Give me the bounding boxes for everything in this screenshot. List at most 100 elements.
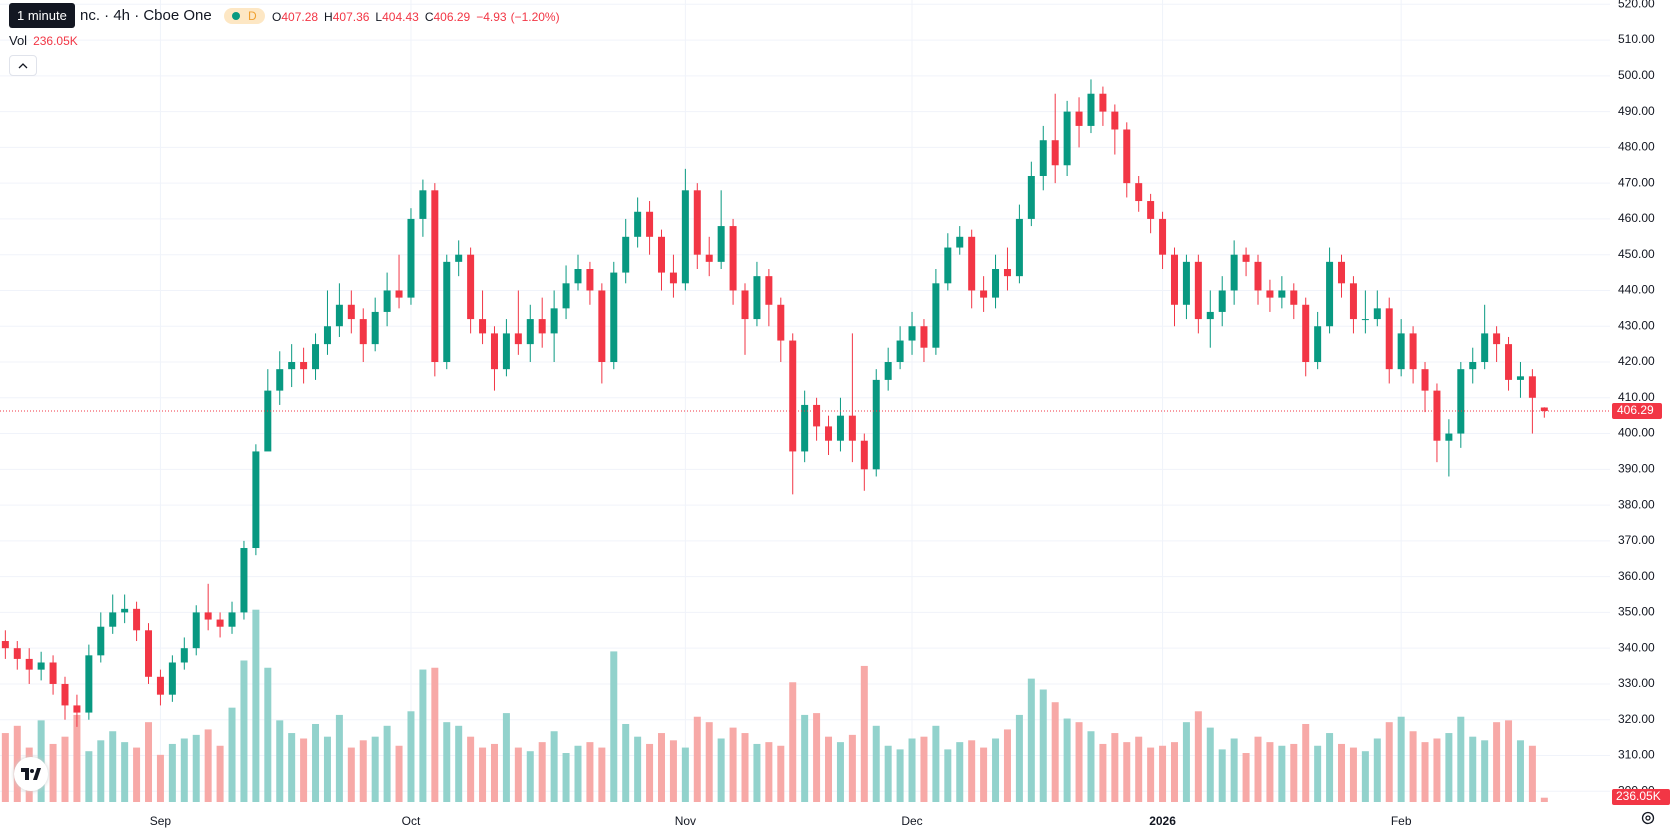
y-tick-label: 460.00 [1618, 211, 1655, 225]
volume-bar [443, 722, 451, 802]
candle-body [622, 236, 630, 273]
candle-body [312, 344, 320, 370]
volume-bar [228, 707, 236, 802]
volume-bar [1111, 733, 1119, 802]
candle-body [836, 415, 844, 441]
candle-body [145, 630, 153, 677]
y-tick-label: 450.00 [1618, 247, 1655, 261]
logo[interactable] [14, 757, 48, 791]
candle-body [514, 333, 522, 345]
candle-body [634, 211, 642, 237]
volume-bar [168, 743, 176, 802]
volume-bar [646, 743, 654, 802]
volume-bar [753, 743, 761, 802]
volume-bar [1242, 753, 1250, 802]
candle-body [1147, 201, 1155, 219]
y-tick-label: 310.00 [1618, 748, 1655, 762]
volume-bar [1159, 745, 1167, 802]
settings-button[interactable] [1640, 810, 1656, 826]
candle-body [1421, 369, 1429, 391]
volume-bar [407, 711, 415, 802]
candle-body [1194, 261, 1202, 320]
candle-body [1469, 362, 1477, 370]
candle-body [1385, 308, 1393, 370]
volume-bar [1170, 742, 1178, 802]
candle-body [97, 626, 105, 656]
volume-bar [836, 742, 844, 802]
candle-body [872, 379, 880, 470]
volume-bar [133, 747, 141, 802]
c-value: 406.29 [433, 10, 471, 24]
volume-bar [658, 733, 665, 802]
volume-bar [467, 736, 475, 802]
candle-body [240, 548, 248, 613]
y-tick-label: 370.00 [1618, 533, 1655, 547]
candle-body [49, 662, 57, 684]
candle-body [944, 247, 952, 284]
candle-body [168, 662, 176, 695]
volume-bar [180, 738, 188, 802]
volume-bar [252, 609, 260, 802]
candle-body [1540, 407, 1548, 412]
volume-bar [145, 722, 153, 802]
y-tick-label: 510.00 [1618, 32, 1655, 46]
volume-bar [1278, 745, 1286, 802]
candle-body [1433, 390, 1441, 441]
volume-bar [932, 725, 940, 802]
market-badge[interactable]: D [224, 8, 265, 24]
candle-body [431, 190, 439, 363]
candle-body [1230, 254, 1238, 291]
candle-body [85, 655, 93, 713]
candle-body [443, 261, 451, 363]
candle-body [1361, 319, 1369, 321]
volume-bar [1099, 743, 1107, 802]
volume-bar [204, 729, 212, 802]
volume-bar [968, 740, 976, 802]
volume-bar [1457, 716, 1465, 802]
candle-body [526, 319, 534, 345]
x-tick-label: Nov [675, 814, 696, 828]
collapse-button[interactable] [9, 55, 37, 76]
volume-bar [1063, 718, 1071, 802]
volume-bar [729, 727, 737, 802]
volume-bar [85, 751, 93, 802]
y-tick-label: 330.00 [1618, 676, 1655, 690]
volume-bar [264, 667, 272, 802]
candle-body [1493, 333, 1501, 345]
candle-body [693, 190, 701, 255]
volume-bar [1075, 722, 1083, 802]
volume-bar [1540, 797, 1548, 802]
candle-body [1457, 369, 1465, 434]
tooltip-text: 1 minute [17, 8, 67, 23]
volume-bar [192, 734, 200, 802]
volume-bar [789, 682, 797, 802]
volume-bar [1003, 729, 1011, 802]
candle-body [109, 612, 117, 627]
candle-body [1039, 140, 1047, 176]
volume-bar [992, 738, 1000, 802]
candle-body [956, 236, 964, 248]
candle-body [419, 190, 427, 219]
volume-bar [1123, 742, 1131, 802]
volume-bar [717, 738, 725, 802]
volume-bar [216, 745, 224, 802]
candle-body [407, 218, 415, 298]
status-dot [232, 12, 240, 20]
y-tick-label: 390.00 [1618, 461, 1655, 475]
candle-body [538, 319, 546, 334]
candle-body [920, 326, 928, 348]
y-tick-label: 440.00 [1618, 283, 1655, 297]
candle-body [502, 333, 510, 370]
volume-bar [908, 738, 916, 802]
candle-body [467, 254, 475, 320]
volume-bar [431, 667, 439, 802]
volume-bar [944, 749, 952, 802]
volume-bar [1397, 716, 1405, 802]
volume-bar [109, 731, 117, 802]
candle-body [1505, 344, 1513, 380]
volume-bar [1194, 711, 1202, 802]
candle-body [1063, 111, 1071, 166]
candle-body [801, 404, 809, 452]
candle-body [323, 326, 331, 345]
x-tick-label: Sep [150, 814, 172, 828]
